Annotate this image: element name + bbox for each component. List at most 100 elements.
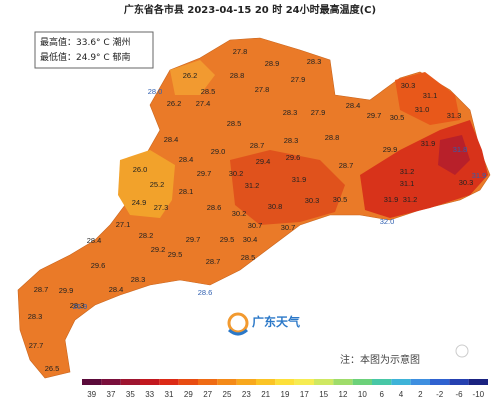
- station-value: 27.7: [29, 341, 44, 350]
- colorbar-swatch: [275, 379, 295, 385]
- station-value: 26.2: [183, 71, 198, 80]
- station-value: 29.7: [197, 169, 212, 178]
- station-value: 31.9: [292, 175, 307, 184]
- hot-zone: [230, 150, 345, 225]
- colorbar-swatch: [372, 379, 392, 385]
- colorbar-swatch: [140, 379, 160, 385]
- station-value: 30.7: [281, 223, 296, 232]
- logo-icon: [227, 312, 249, 334]
- station-value: 28.6: [207, 203, 222, 212]
- station-value: 31.8: [453, 145, 468, 154]
- station-value: 27.4: [196, 99, 211, 108]
- colorbar-swatch: [217, 379, 237, 385]
- colorbar-swatch: [82, 379, 102, 385]
- colorbar-swatch: [178, 379, 198, 385]
- station-value: 27.8: [233, 47, 248, 56]
- colorbar-swatch: [236, 379, 256, 385]
- station-value: 28.4: [346, 101, 361, 110]
- colorbar-swatch: [468, 379, 488, 385]
- colorbar-swatch: [101, 379, 121, 385]
- colorbar-label: -2: [436, 390, 444, 399]
- station-value: 31.2: [245, 181, 260, 190]
- watermark-icon: [455, 344, 469, 358]
- colorbar-label: 21: [261, 390, 270, 399]
- station-value: 28.8: [230, 71, 245, 80]
- station-value: 28.3: [283, 108, 298, 117]
- station-value: 28.7: [206, 257, 221, 266]
- colorbar-label: 17: [300, 390, 309, 399]
- logo-icon: [228, 328, 248, 336]
- colorbar-label: 25: [223, 390, 232, 399]
- note: 注：本图为示意图: [340, 353, 420, 366]
- station-value: 27.9: [311, 108, 326, 117]
- title: 广东省各市县 2023-04-15 20 时 24小时最高温度(C): [124, 3, 376, 16]
- station-value: 32.0: [380, 217, 395, 226]
- station-value: 28.3: [131, 275, 146, 284]
- colorbar-swatch: [449, 379, 469, 385]
- colorbar-label: 35: [126, 390, 135, 399]
- station-value: 28.8: [325, 133, 340, 142]
- cool-zone: [170, 60, 215, 95]
- colorbar-swatch: [159, 379, 179, 385]
- colorbar-label: 2: [418, 390, 423, 399]
- station-value: 28.3: [28, 312, 43, 321]
- colorbar-swatch: [333, 379, 353, 385]
- station-value: 27.3: [154, 203, 169, 212]
- station-value: 30.5: [390, 113, 405, 122]
- colorbar-label: 10: [358, 390, 367, 399]
- colorbar-label: 31: [165, 390, 174, 399]
- station-value: 28.7: [250, 141, 265, 150]
- station-value: 30.5: [333, 195, 348, 204]
- station-value: 31.3: [447, 111, 462, 120]
- station-value: 29.7: [186, 235, 201, 244]
- station-value: 25.2: [150, 180, 165, 189]
- colorbar-label: 4: [399, 390, 404, 399]
- station-value: 30.7: [248, 221, 263, 230]
- station-value: 29.9: [383, 145, 398, 154]
- station-value: 31.1: [400, 179, 415, 188]
- station-value: 29.0: [211, 147, 226, 156]
- station-value: 29.7: [367, 111, 382, 120]
- station-value: 27.9: [291, 75, 306, 84]
- station-value: 31.9: [472, 171, 487, 180]
- colorbar-swatch: [256, 379, 276, 385]
- station-value: 28.4: [164, 135, 179, 144]
- station-value: 28.3: [307, 57, 322, 66]
- station-value: 28.4: [179, 155, 194, 164]
- station-value: 30.2: [229, 169, 244, 178]
- cool-zone: [118, 150, 175, 218]
- station-value: 28.7: [34, 285, 49, 294]
- station-value: 30.4: [243, 235, 258, 244]
- colorbar-swatch: [314, 379, 334, 385]
- station-value: 29.2: [151, 245, 166, 254]
- colorbar-label: 12: [339, 390, 348, 399]
- station-value: 31.9: [384, 195, 399, 204]
- station-value: 30.3: [459, 178, 474, 187]
- colorbar-swatch: [120, 379, 140, 385]
- station-value: 31.9: [421, 139, 436, 148]
- station-value: 28.5: [227, 119, 242, 128]
- colorbar-swatch: [410, 379, 430, 385]
- colorbar-label: -6: [455, 390, 463, 399]
- station-value: 28.1: [179, 187, 194, 196]
- hot-zone: [438, 135, 470, 175]
- station-value: 27.1: [116, 220, 131, 229]
- station-value: 29.5: [220, 235, 235, 244]
- colorbar-label: -10: [473, 390, 485, 399]
- station-value: 31.1: [423, 91, 438, 100]
- colorbar-swatch: [294, 379, 314, 385]
- station-value: 31.2: [403, 195, 418, 204]
- station-value: 28.4: [87, 236, 102, 245]
- station-value: 27.8: [255, 85, 270, 94]
- station-value: 31.2: [400, 167, 415, 176]
- station-value: 30.3: [401, 81, 416, 90]
- colorbar-swatch: [430, 379, 450, 385]
- station-value: 28.9: [265, 59, 280, 68]
- colorbar-label: 33: [145, 390, 154, 399]
- station-value: 26.0: [133, 165, 148, 174]
- station-value: 29.6: [286, 153, 301, 162]
- hot-zone: [395, 72, 460, 125]
- logo-text: 广东天气: [252, 314, 300, 329]
- station-value: 30.3: [305, 196, 320, 205]
- colorbar-label: 37: [107, 390, 116, 399]
